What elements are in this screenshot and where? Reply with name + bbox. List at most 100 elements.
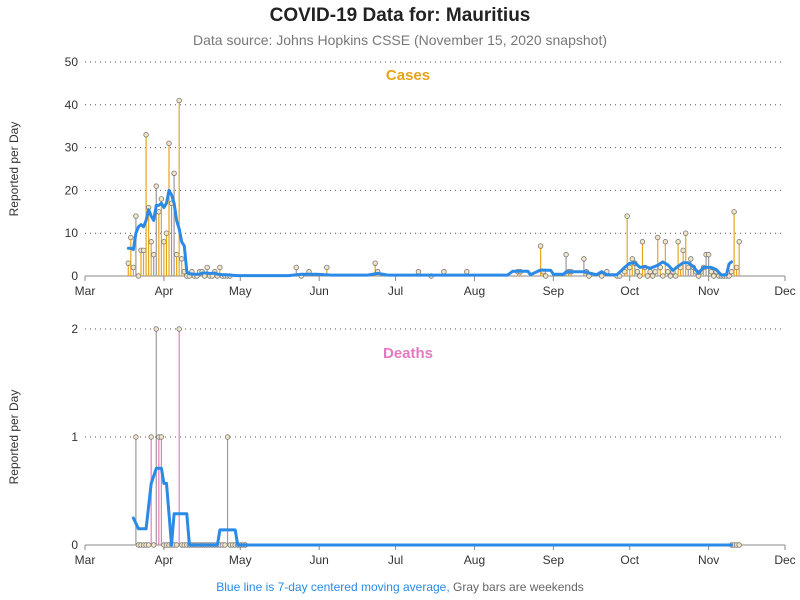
- cases-point: [563, 251, 569, 258]
- cases-point: [685, 264, 691, 271]
- deaths-moving-average-line: [131, 466, 733, 547]
- cases-point: [153, 183, 159, 189]
- deaths-point: [153, 326, 159, 332]
- deaths-xtick-label: Apr: [155, 553, 174, 567]
- footnote-weekend-note: Gray bars are weekends: [453, 580, 584, 594]
- cases-point: [639, 239, 646, 245]
- cases-point: [140, 247, 147, 254]
- cases-ytick-label: 40: [65, 98, 79, 112]
- cases-point: [599, 273, 605, 279]
- cases-point: [683, 230, 689, 236]
- cases-panel: 0 10 20 30 40 50 Mar Apr May Jun Jul Aug Sep Oct Nov De…: [7, 55, 796, 298]
- deaths-point: [176, 326, 182, 332]
- deaths-ytick-label: 1: [71, 430, 78, 444]
- cases-point: [649, 273, 656, 279]
- deaths-xtick-label: May: [229, 553, 252, 567]
- cases-point: [372, 260, 378, 266]
- deaths-point: [151, 542, 157, 548]
- deaths-xtick-label: Mar: [75, 553, 96, 567]
- cases-point: [161, 239, 167, 245]
- cases-point: [637, 273, 643, 279]
- chart-title: COVID-19 Data for: Mauritius: [269, 5, 531, 26]
- cases-point: [708, 269, 714, 275]
- deaths-xtick-label: Nov: [698, 553, 719, 567]
- cases-point: [733, 264, 740, 271]
- cases-point: [644, 273, 651, 279]
- cases-ytick-label: 50: [65, 55, 79, 69]
- cases-point: [173, 251, 180, 258]
- cases-moving-average-line: [126, 188, 733, 278]
- cases-point: [736, 239, 742, 245]
- deaths-xtick-label: Jun: [310, 553, 329, 567]
- cases-point: [624, 213, 630, 219]
- cases-point: [135, 273, 142, 279]
- cases-point: [176, 97, 182, 104]
- cases-ytick-label: 20: [65, 183, 79, 197]
- cases-point: [464, 269, 470, 275]
- cases-point: [629, 256, 635, 262]
- deaths-xtick-label: Oct: [620, 553, 639, 567]
- cases-point: [156, 209, 162, 215]
- cases-xtick-label: May: [229, 284, 252, 298]
- cases-point: [148, 239, 154, 245]
- cases-point: [634, 269, 641, 275]
- cases-point: [163, 230, 170, 236]
- deaths-ytick-label: 2: [71, 322, 78, 336]
- cases-point: [179, 256, 185, 262]
- cases-point: [204, 264, 210, 271]
- cases-point: [415, 269, 422, 275]
- deaths-xtick-label: Jul: [388, 553, 403, 567]
- deaths-ytick-label: 0: [71, 538, 78, 552]
- cases-point: [217, 264, 223, 271]
- deaths-point: [173, 542, 180, 548]
- cases-point: [688, 256, 694, 262]
- cases-point: [130, 264, 137, 271]
- deaths-xtick-label: Aug: [464, 553, 485, 567]
- deaths-panel-title: Deaths: [383, 345, 433, 362]
- cases-xtick-label: Dec: [774, 284, 795, 298]
- cases-point: [581, 256, 587, 262]
- cases-point: [705, 251, 712, 258]
- cases-point: [133, 213, 139, 219]
- cases-xtick-label: Jun: [310, 284, 329, 298]
- deaths-point: [222, 542, 228, 548]
- footnote-average-note: Blue line is 7-day centered moving avera…: [216, 580, 450, 594]
- cases-point: [731, 209, 737, 215]
- cases-ytick-label: 30: [65, 141, 79, 155]
- deaths-xtick-label: Sep: [543, 553, 565, 567]
- cases-point: [675, 239, 681, 245]
- cases-panel-title: Cases: [386, 67, 430, 84]
- footnote: Blue line is 7-day centered moving avera…: [0, 580, 800, 594]
- cases-point: [660, 273, 666, 279]
- cases-ytick-label: 10: [65, 226, 79, 240]
- cases-point: [166, 140, 172, 147]
- cases-xtick-label: Oct: [620, 284, 639, 298]
- cases-point: [662, 239, 669, 245]
- cases-point: [655, 234, 661, 241]
- cases-xtick-label: Jul: [388, 284, 403, 298]
- cases-ytick-label: 0: [71, 269, 78, 283]
- deaths-point: [133, 434, 139, 440]
- deaths-ylabel: Reported per Day: [7, 390, 21, 485]
- cases-point: [680, 247, 686, 254]
- deaths-point: [158, 434, 165, 440]
- chart-subtitle: Data source: Johns Hopkins CSSE (Novembe…: [193, 32, 607, 48]
- deaths-point: [145, 542, 152, 548]
- cases-point: [672, 273, 679, 279]
- cases-point: [125, 260, 131, 266]
- cases-point: [293, 264, 299, 271]
- cases-point: [128, 234, 134, 241]
- deaths-panel: 0 1 2 Mar Apr May Jun Jul Aug Sep Oct Nov Dec Deaths R…: [7, 322, 796, 567]
- cases-point: [711, 273, 717, 279]
- cases-xtick-label: Nov: [698, 284, 719, 298]
- cases-point: [324, 264, 330, 271]
- cases-xtick-label: Apr: [155, 284, 174, 298]
- cases-point: [652, 269, 658, 275]
- deaths-point: [736, 542, 742, 548]
- cases-point: [441, 269, 447, 275]
- cases-point: [667, 273, 674, 279]
- cases-xtick-label: Mar: [75, 284, 96, 298]
- cases-point: [728, 269, 735, 275]
- cases-point: [543, 273, 549, 279]
